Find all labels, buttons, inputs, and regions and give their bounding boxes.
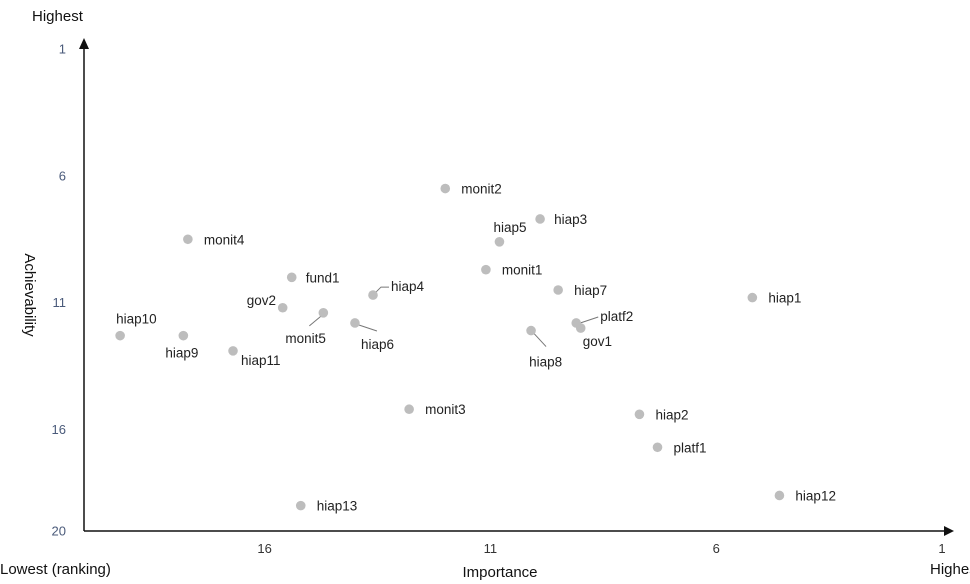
axes [79,38,954,536]
y-tick-label: 16 [52,422,66,437]
point-label: gov1 [583,334,612,349]
data-point-fund1: fund1 [287,270,340,285]
point-label: hiap7 [574,283,607,298]
point-marker [576,323,586,333]
point-label: monit1 [502,263,543,278]
point-label: hiap8 [529,355,562,370]
y-tick-label: 1 [59,42,66,57]
leader-line [580,317,598,323]
x-tick-label: 11 [484,541,498,556]
leader-line [534,334,546,347]
point-label: hiap5 [493,220,526,235]
y-axis-high-label: Highest [32,8,83,25]
point-marker [481,265,491,275]
x-axis-high-label: Highest [930,561,970,578]
data-point-hiap4: hiap4 [368,279,424,300]
point-label: monit4 [204,232,245,247]
x-axis-low-label: Lowest (ranking) [0,561,111,578]
point-label: monit3 [425,402,466,417]
x-tick-labels: 16 11 6 1 [257,541,945,556]
data-point-hiap12: hiap12 [775,488,836,503]
point-marker [653,442,663,452]
data-point-gov2: gov2 [247,293,288,313]
point-marker [495,237,505,247]
point-marker [526,326,536,336]
point-marker [368,290,378,300]
data-point-gov1: gov1 [576,323,612,349]
point-marker [440,184,450,194]
y-tick-label: 20 [52,524,66,539]
data-point-hiap13: hiap13 [296,499,357,514]
point-label: hiap2 [655,407,688,422]
point-label: platf1 [674,440,707,455]
point-marker [183,234,193,244]
point-marker [553,285,563,295]
point-label: hiap11 [241,353,281,368]
data-point-monit5: monit5 [285,308,328,346]
leader-line [359,325,377,331]
point-label: fund1 [306,270,340,285]
data-point-monit4: monit4 [183,232,245,247]
point-label: hiap1 [768,291,801,306]
x-axis-title: Importance [462,564,537,581]
point-label: hiap4 [391,279,425,294]
data-point-hiap9: hiap9 [165,331,198,361]
point-marker [635,410,645,420]
point-marker [404,404,414,414]
point-marker [287,273,297,283]
point-marker [115,331,125,341]
data-point-platf1: platf1 [653,440,707,455]
point-label: hiap10 [116,312,157,327]
y-tick-label: 11 [53,295,67,310]
point-label: hiap12 [795,488,836,503]
point-marker [350,318,360,328]
data-point-hiap10: hiap10 [115,312,156,341]
data-points: monit2 hiap3 hiap5 monit4 monit1 fund1 hiap4 hi… [115,182,836,514]
point-label: platf2 [600,309,633,324]
data-point-hiap5: hiap5 [493,220,526,247]
point-label: gov2 [247,293,276,308]
data-point-hiap11: hiap11 [228,346,280,368]
data-point-hiap6: hiap6 [350,318,394,352]
data-point-monit2: monit2 [440,182,501,197]
leader-line [376,287,389,292]
y-axis-title: Achievability [21,253,38,337]
point-label: monit2 [461,182,502,197]
point-label: hiap6 [361,337,394,352]
data-point-monit3: monit3 [404,402,465,417]
x-tick-label: 6 [713,541,720,556]
x-axis-arrow [944,526,954,536]
leader-line [309,316,321,326]
point-marker [278,303,288,313]
data-point-hiap8: hiap8 [526,326,562,370]
point-label: hiap13 [317,499,358,514]
point-marker [775,491,785,501]
data-point-monit1: monit1 [481,263,542,278]
point-marker [535,214,545,224]
y-tick-label: 6 [59,168,66,183]
point-marker [179,331,189,341]
x-tick-label: 16 [257,541,271,556]
data-point-hiap3: hiap3 [535,212,587,227]
point-label: hiap3 [554,212,587,227]
data-point-hiap2: hiap2 [635,407,689,422]
point-label: hiap9 [165,346,198,361]
point-marker [228,346,238,356]
x-tick-label: 1 [938,541,945,556]
point-marker [296,501,306,511]
point-marker [748,293,758,303]
y-axis-arrow [79,38,89,49]
point-label: monit5 [285,331,326,346]
data-point-hiap7: hiap7 [553,283,607,298]
data-point-hiap1: hiap1 [748,291,802,306]
point-marker [319,308,329,318]
